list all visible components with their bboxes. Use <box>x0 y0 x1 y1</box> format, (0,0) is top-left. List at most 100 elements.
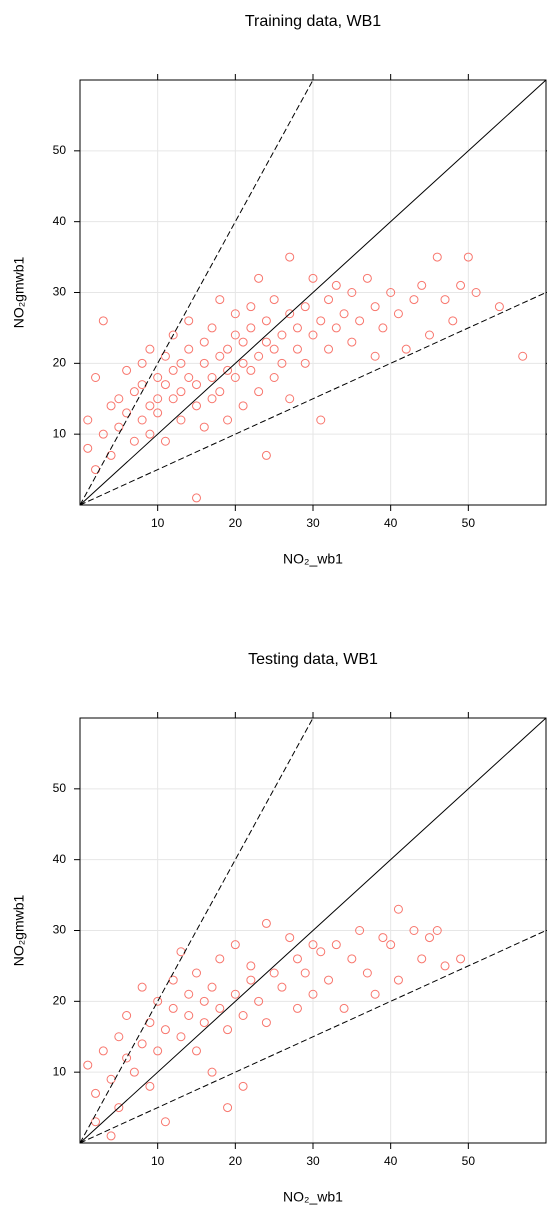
point <box>215 351 225 361</box>
y-axis-label: NO₂gmwb1 <box>11 895 27 967</box>
point <box>456 280 466 290</box>
point <box>160 380 170 390</box>
point <box>261 450 271 460</box>
point <box>192 401 201 411</box>
point <box>145 344 155 354</box>
point <box>331 940 341 950</box>
y-tick-label: 50 <box>53 781 67 795</box>
y-tick-label: 10 <box>53 1064 67 1078</box>
x-tick-label: 10 <box>151 516 165 530</box>
point <box>269 344 279 354</box>
point <box>463 252 473 262</box>
point <box>386 288 396 297</box>
point <box>254 273 264 283</box>
point <box>285 252 295 262</box>
point <box>425 933 434 943</box>
point <box>417 280 427 290</box>
point <box>238 1011 248 1020</box>
point <box>269 295 279 305</box>
point <box>192 1046 201 1056</box>
x-tick-label: 50 <box>462 1154 476 1168</box>
point <box>160 351 170 361</box>
point <box>199 996 209 1006</box>
point <box>98 316 108 326</box>
point <box>355 926 365 935</box>
point <box>199 422 209 432</box>
point <box>153 1046 163 1056</box>
point <box>308 273 318 283</box>
y-tick-label: 40 <box>53 214 67 228</box>
point <box>370 351 380 361</box>
point <box>160 1117 170 1127</box>
point <box>440 295 450 305</box>
point <box>254 351 264 361</box>
point <box>199 1018 209 1028</box>
point <box>494 302 504 312</box>
point <box>277 982 287 992</box>
point <box>215 387 225 397</box>
reference-line <box>79 717 547 1144</box>
point <box>91 373 101 382</box>
point <box>261 316 271 326</box>
point <box>440 961 450 971</box>
point <box>137 1039 147 1049</box>
point <box>176 358 186 368</box>
chart-title: Training data, WB1 <box>245 13 381 30</box>
point <box>230 989 240 999</box>
point <box>425 330 434 340</box>
point <box>246 975 256 985</box>
point <box>98 1046 108 1056</box>
point <box>456 954 466 964</box>
x-axis-label: NO₂_wb1 <box>283 551 343 567</box>
point <box>285 394 295 404</box>
point <box>137 358 147 368</box>
point <box>176 1032 186 1042</box>
point <box>347 954 357 964</box>
point <box>168 1003 178 1013</box>
x-tick-label: 40 <box>384 516 398 530</box>
point <box>238 337 248 347</box>
point <box>339 1003 349 1013</box>
point <box>145 1081 155 1091</box>
reference-line <box>79 292 547 506</box>
point <box>238 358 248 368</box>
point <box>401 344 411 354</box>
point <box>300 302 310 312</box>
point <box>362 273 372 283</box>
point <box>261 1018 271 1028</box>
point <box>308 330 318 340</box>
point <box>215 1003 225 1013</box>
point <box>176 387 186 397</box>
point <box>238 401 248 411</box>
point <box>370 302 380 312</box>
point <box>292 323 302 333</box>
x-tick-label: 20 <box>229 1154 243 1168</box>
point <box>192 380 201 390</box>
point <box>176 415 186 425</box>
x-tick-label: 30 <box>306 1154 320 1168</box>
point <box>106 401 116 411</box>
point <box>246 323 256 333</box>
point <box>192 968 201 978</box>
point <box>153 408 163 418</box>
point <box>114 394 124 404</box>
plot-frame <box>79 717 547 1144</box>
point <box>471 288 481 297</box>
point <box>122 1053 132 1063</box>
point <box>153 996 163 1006</box>
point <box>316 415 326 425</box>
point <box>168 330 178 340</box>
point <box>393 975 403 985</box>
point <box>261 337 271 347</box>
point <box>518 351 528 361</box>
point <box>145 429 155 439</box>
point <box>417 954 427 964</box>
point <box>129 436 139 446</box>
point <box>83 443 93 453</box>
point <box>91 1088 101 1098</box>
point <box>83 1060 93 1070</box>
point <box>230 373 240 382</box>
point <box>153 373 163 382</box>
point <box>246 365 256 375</box>
point <box>168 975 178 985</box>
